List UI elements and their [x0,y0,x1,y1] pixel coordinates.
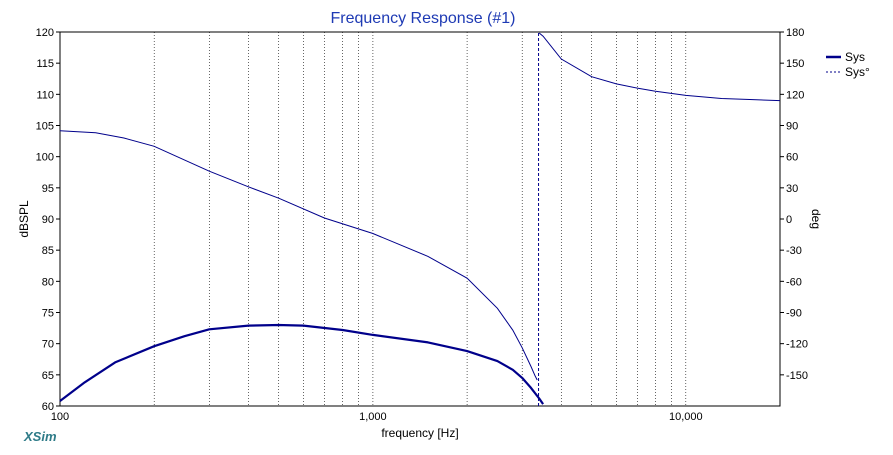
axis-ticks: 60 65 70 75 80 85 90 95 100 105 110 115 120 -150 -120 -… [36,27,808,423]
legend: Sys Sys° [826,50,870,79]
y-right-tick-label: -120 [786,339,808,351]
y-axis-right-label: deg [809,209,823,229]
y-right-tick-label: -30 [786,245,802,257]
y-left-tick-label: 65 [42,370,54,382]
y-left-tick-label: 90 [42,214,54,226]
series-line-sys-phase [538,32,781,102]
y-left-tick-label: 120 [36,27,54,39]
y-right-tick-label: 150 [786,58,804,70]
y-axis-left-label: dBSPL [17,200,31,238]
y-right-tick-label: 30 [786,183,798,195]
xsim-watermark: XSim [23,429,57,444]
grid [153,32,687,406]
legend-label-sys: Sys [845,50,865,64]
y-left-tick-label: 100 [36,152,54,164]
y-left-tick-label: 110 [36,89,54,101]
series-line-sys [59,323,545,405]
y-left-tick-label: 60 [42,401,54,413]
y-right-tick-label: -90 [786,308,802,320]
y-left-tick-label: 75 [42,308,54,320]
series-lines [59,32,781,406]
legend-label-sys-phase: Sys° [845,65,870,79]
y-right-tick-label: 60 [786,152,798,164]
chart-title: Frequency Response (#1) [331,10,516,27]
y-left-tick-label: 105 [36,121,54,133]
x-tick-label: 1,000 [359,411,387,423]
x-tick-label: 10,000 [669,411,703,423]
y-left-tick-label: 115 [36,58,54,70]
series-line-sys-phase [59,130,538,381]
y-right-tick-label: 180 [786,27,804,39]
y-left-tick-label: 85 [42,245,54,257]
x-tick-label: 100 [51,411,69,423]
y-right-tick-label: 0 [786,214,792,226]
y-left-tick-label: 70 [42,339,54,351]
y-left-tick-label: 95 [42,183,54,195]
y-right-tick-label: 120 [786,89,804,101]
y-right-tick-label: -150 [786,370,808,382]
y-right-tick-label: -60 [786,276,802,288]
y-right-tick-label: 90 [786,121,798,133]
x-axis-label: frequency [Hz] [381,426,458,440]
y-left-tick-label: 80 [42,276,54,288]
